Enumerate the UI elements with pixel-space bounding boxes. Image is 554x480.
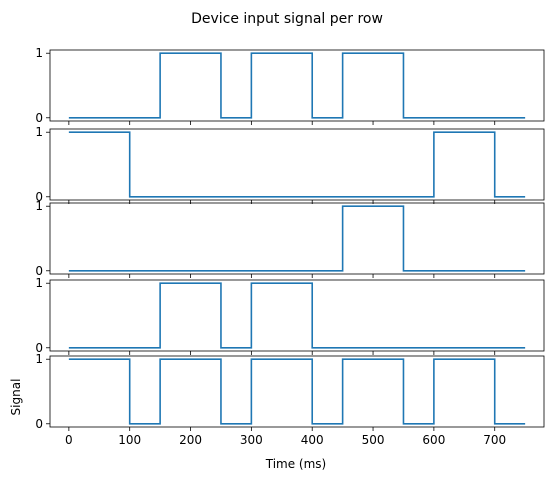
x-tick-label-100: 100 <box>118 433 141 447</box>
axes-frame-row-5 <box>49 355 545 428</box>
x-axis-label: Time (ms) <box>265 457 327 471</box>
axes-frame-row-2 <box>49 128 545 201</box>
y-tick-label-row-1-1: 1 <box>35 46 43 60</box>
x-tick-label-0: 0 <box>65 433 73 447</box>
x-tick-label-500: 500 <box>362 433 385 447</box>
y-tick-label-row-4-0: 0 <box>35 341 43 355</box>
subplot-row-2: 01 <box>35 125 545 204</box>
signal-line-row-3 <box>68 205 526 272</box>
axes-frame-row-1 <box>49 49 545 122</box>
y-axis-label: Signal <box>9 379 23 416</box>
x-tick-label-200: 200 <box>179 433 202 447</box>
y-tick-label-row-3-0: 0 <box>35 264 43 278</box>
signal-line-row-5 <box>68 358 526 425</box>
x-tick-label-600: 600 <box>422 433 445 447</box>
subplot-row-1: 01 <box>35 46 545 125</box>
subplot-row-3: 01 <box>35 199 545 278</box>
subplot-row-4: 01 <box>35 276 545 355</box>
y-tick-label-row-1-0: 0 <box>35 111 43 125</box>
y-tick-label-row-2-0: 0 <box>35 190 43 204</box>
y-tick-label-row-5-1: 1 <box>35 352 43 366</box>
y-tick-label-row-2-1: 1 <box>35 125 43 139</box>
signal-line-row-4 <box>68 282 526 349</box>
x-tick-label-400: 400 <box>301 433 324 447</box>
x-tick-label-700: 700 <box>483 433 506 447</box>
subplot-row-5: 0 1 0 100 200 300 400 500 600 700 <box>35 352 545 447</box>
y-tick-label-row-5-0: 0 <box>35 417 43 431</box>
signal-line-row-2 <box>68 131 526 198</box>
axes-frame-row-4 <box>49 279 545 352</box>
axes-frame-row-3 <box>49 202 545 275</box>
y-tick-label-row-4-1: 1 <box>35 276 43 290</box>
signal-line-row-1 <box>68 52 526 119</box>
y-tick-label-row-3-1: 1 <box>35 199 43 213</box>
figure-title: Device input signal per row <box>191 11 383 27</box>
x-tick-label-300: 300 <box>240 433 263 447</box>
